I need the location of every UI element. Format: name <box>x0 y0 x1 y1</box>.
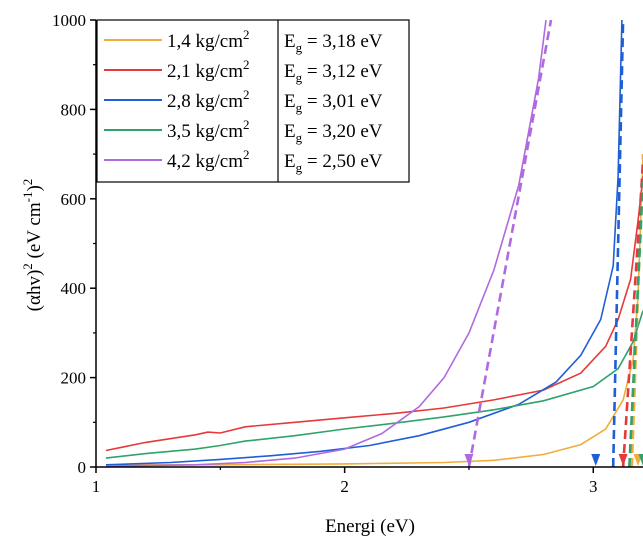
legend-eg-prefix: E <box>284 91 296 112</box>
legend-label-value: 1,4 kg/cm <box>167 31 243 52</box>
y-axis-title: (αhv)2 (eV cm-1)2 <box>20 179 45 312</box>
y-tick-label: 1000 <box>52 11 86 30</box>
legend-label-exp: 2 <box>243 87 250 102</box>
legend-label-value: 4,2 kg/cm <box>167 151 243 172</box>
y-tick-label: 0 <box>78 458 87 477</box>
legend-eg-2: Eg = 3,12 eV <box>284 61 383 85</box>
eg-arrow-2 <box>618 454 628 466</box>
legend-eg-text: = 2,50 eV <box>302 151 383 172</box>
legend-eg-sub: g <box>296 40 303 55</box>
legend-eg-sub: g <box>296 100 303 115</box>
tangent-line-5 <box>467 20 553 467</box>
legend-eg-prefix: E <box>284 61 296 82</box>
legend-label-exp: 2 <box>243 27 250 42</box>
x-tick-label: 2 <box>340 477 349 496</box>
legend-eg-prefix: E <box>284 121 296 142</box>
tangent-layer <box>467 20 643 467</box>
legend-eg-text: = 3,18 eV <box>302 31 383 52</box>
eg-arrow-3 <box>591 454 601 466</box>
series-line-5 <box>105 20 547 467</box>
legend-eg-sub: g <box>296 70 303 85</box>
legend-label-3: 2,8 kg/cm2 <box>167 87 250 112</box>
legend: 1,4 kg/cm2 Eg = 3,18 eV2,1 kg/cm2 Eg = 3,1… <box>96 19 410 183</box>
series-line-3 <box>105 20 623 466</box>
legend-label-1: 1,4 kg/cm2 <box>167 27 250 52</box>
legend-label-exp: 2 <box>243 147 250 162</box>
y-axis-title-part: (eV cm <box>24 202 45 263</box>
y-tick-label: 400 <box>61 279 87 298</box>
legend-eg-3: Eg = 3,01 eV <box>284 91 383 115</box>
legend-label-exp: 2 <box>243 57 250 72</box>
y-axis-title-sup: -1 <box>20 192 35 203</box>
legend-eg-1: Eg = 3,18 eV <box>284 31 383 55</box>
eg-arrow-5 <box>464 454 474 466</box>
tangent-line-4 <box>628 180 643 467</box>
y-tick-label: 200 <box>61 369 87 388</box>
series-line-4 <box>105 310 643 459</box>
x-axis-title: Energi (eV) <box>325 516 415 537</box>
series-line-1 <box>108 154 643 466</box>
eg-arrow-4 <box>638 454 643 466</box>
series-line-2 <box>105 176 643 452</box>
legend-eg-5: Eg = 2,50 eV <box>284 151 383 175</box>
legend-eg-4: Eg = 3,20 eV <box>284 121 383 145</box>
legend-label-value: 3,5 kg/cm <box>167 121 243 142</box>
y-tick-label: 800 <box>61 100 87 119</box>
y-tick-label: 600 <box>61 190 87 209</box>
arrow-layer <box>464 454 643 466</box>
legend-eg-text: = 3,12 eV <box>302 61 383 82</box>
tangent-line-3 <box>611 20 625 467</box>
legend-eg-text: = 3,01 eV <box>302 91 383 112</box>
legend-eg-prefix: E <box>284 31 296 52</box>
legend-eg-sub: g <box>296 160 303 175</box>
legend-eg-text: = 3,20 eV <box>302 121 383 142</box>
legend-label-2: 2,1 kg/cm2 <box>167 57 250 82</box>
y-axis-title-part: (αhv) <box>24 270 45 312</box>
y-axis-title-part: ) <box>24 185 45 191</box>
legend-label-4: 3,5 kg/cm2 <box>167 117 250 142</box>
legend-label-5: 4,2 kg/cm2 <box>167 147 250 172</box>
x-tick-label: 3 <box>589 477 598 496</box>
y-axis-title-sup: 2 <box>20 179 35 186</box>
y-axis-title-sup: 2 <box>20 263 35 270</box>
x-tick-label: 1 <box>92 477 101 496</box>
legend-eg-sub: g <box>296 130 303 145</box>
legend-label-exp: 2 <box>243 117 250 132</box>
legend-eg-prefix: E <box>284 151 296 172</box>
tangent-line-2 <box>621 162 643 467</box>
legend-label-value: 2,1 kg/cm <box>167 61 243 82</box>
axes: 0 200 400 600 800 1000 1 2 3 <box>52 11 643 496</box>
legend-label-value: 2,8 kg/cm <box>167 91 243 112</box>
